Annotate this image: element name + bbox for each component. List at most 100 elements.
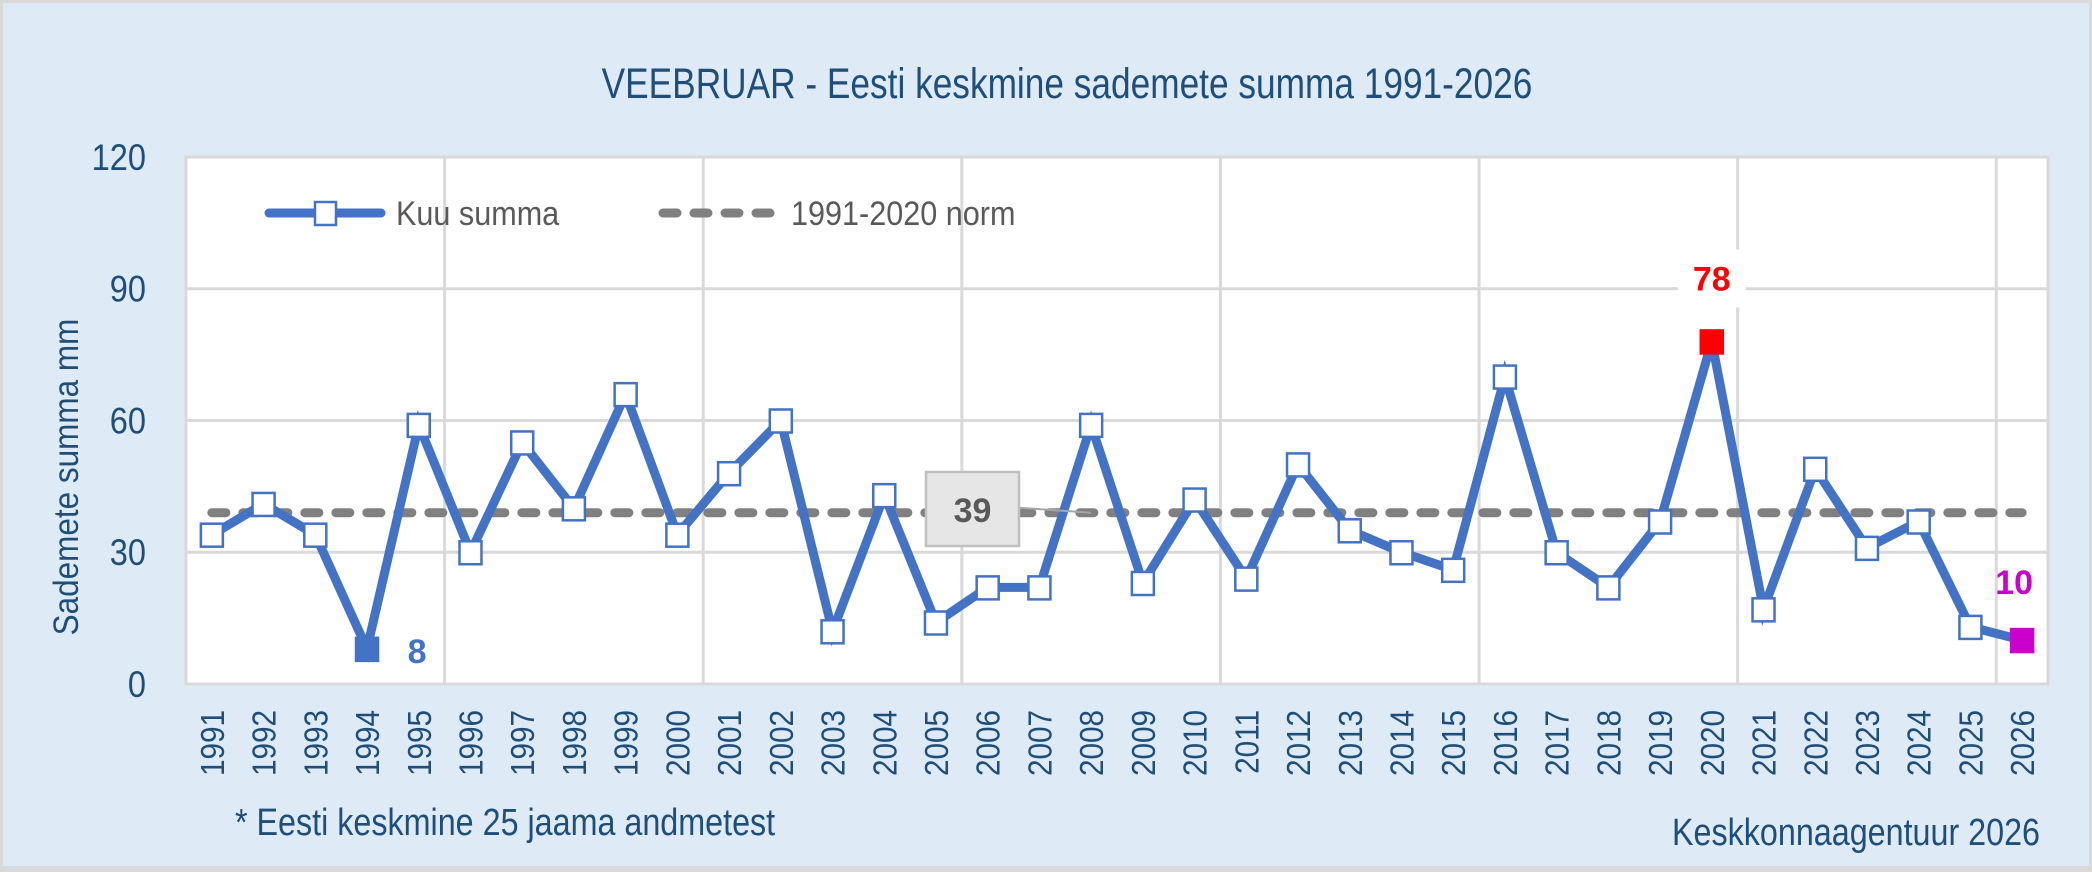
square-marker: [561, 496, 587, 522]
x-tick-label: 1997: [505, 710, 542, 776]
square-marker: [1078, 412, 1104, 439]
x-tick-label: 2005: [919, 710, 956, 776]
x-tick-label: 2009: [1125, 710, 1162, 776]
square-marker: [1906, 509, 1931, 535]
square-marker: [1337, 518, 1362, 544]
square-marker: [1234, 566, 1259, 592]
x-tick-label: 1998: [556, 710, 593, 776]
y-tick-label: 30: [110, 532, 146, 573]
series-line: [209, 340, 2024, 663]
square-marker: [1751, 597, 1776, 623]
x-tick-label: 2008: [1074, 710, 1111, 776]
x-tick-label: 2022: [1798, 710, 1835, 776]
x-tick-label: 2001: [712, 710, 749, 776]
square-marker: [406, 412, 431, 439]
y-axis-ticks: 0 30 60 90 120: [92, 137, 146, 705]
square-marker: [458, 540, 483, 566]
square-marker: [1389, 540, 1414, 566]
x-tick-label: 2026: [2005, 710, 2042, 776]
x-tick-label: 2004: [867, 710, 904, 776]
square-marker: [768, 408, 794, 434]
square-marker: [820, 619, 845, 645]
square-marker: [303, 522, 328, 548]
y-tick-label: 120: [92, 137, 146, 178]
chart-title-group: VEEBRUAR - Eesti keskmine sademete summa…: [602, 60, 1533, 108]
x-tick-label: 2010: [1177, 710, 1214, 776]
square-marker: [1492, 364, 1518, 390]
footnote-right: Keskkonnaagentuur 2026: [1672, 812, 2040, 854]
square-marker: [1958, 614, 1983, 641]
x-tick-label: 2021: [1746, 710, 1783, 776]
square-marker: [923, 610, 949, 636]
square-marker: [716, 460, 742, 487]
square-marker: [1544, 540, 1569, 566]
y-axis-title: Sademete summa mm: [48, 319, 87, 636]
square-marker: [1647, 509, 1673, 535]
norm-value-label: 39: [954, 492, 992, 530]
max-marker: [1699, 329, 1725, 355]
max-label-background: [1677, 249, 1746, 308]
current-value-label: 10: [1995, 564, 2033, 602]
x-tick-label: 2017: [1539, 710, 1576, 776]
x-tick-label: 1999: [608, 710, 645, 776]
x-tick-label: 2020: [1694, 710, 1731, 776]
square-marker: [199, 522, 225, 548]
square-marker: [1596, 575, 1621, 601]
square-marker: [1285, 452, 1311, 478]
x-tick-label: 1992: [246, 710, 283, 776]
gridlines: [186, 157, 2048, 684]
x-tick-label: 2018: [1591, 710, 1628, 776]
footnote-left: * Eesti keskmine 25 jaama andmetest: [235, 802, 775, 844]
square-marker: [975, 575, 1000, 601]
min-value-label: 8: [408, 633, 427, 671]
data-labels: 8 78 10 39: [408, 249, 2033, 671]
min-marker: [354, 636, 380, 663]
x-axis-ticks: 1991 1992 1993 1994 1995 1996 1997 1998 1999 2000…: [194, 710, 2041, 776]
norm-label-box: [924, 470, 1021, 548]
x-tick-label: 2024: [1901, 710, 1938, 776]
legend-label-norm: 1991-2020 norm: [791, 195, 1015, 233]
chart-title: VEEBRUAR - Eesti keskmine sademete summa…: [602, 60, 1533, 108]
x-tick-label: 2000: [660, 710, 697, 776]
square-marker: [1130, 570, 1156, 597]
x-tick-label: 1993: [298, 710, 335, 776]
square-marker: [613, 381, 638, 408]
x-tick-label: 2016: [1487, 710, 1524, 776]
square-marker: [1182, 487, 1207, 513]
square-marker: [872, 482, 897, 509]
x-tick-label: 2003: [815, 710, 852, 776]
legend: Kuu summa 1991-2020 norm: [264, 195, 1015, 233]
x-tick-label: 1995: [401, 710, 438, 776]
x-tick-label: 2007: [1022, 710, 1059, 776]
y-tick-label: 0: [128, 664, 146, 705]
y-tick-label: 60: [110, 401, 146, 442]
x-tick-label: 2013: [1332, 710, 1369, 776]
x-tick-label: 2019: [1643, 710, 1680, 776]
square-marker: [1854, 535, 1880, 562]
square-marker: [251, 491, 276, 518]
x-tick-label: 1994: [350, 710, 387, 776]
square-marker: [1803, 456, 1828, 483]
x-tick-label: 2002: [763, 710, 800, 776]
norm-label-leader-line: [1018, 506, 1092, 514]
x-tick-label: 2011: [1229, 710, 1266, 774]
x-tick-label: 2025: [1953, 710, 1990, 776]
x-tick-label: 2014: [1384, 710, 1421, 776]
x-tick-label: 2015: [1436, 710, 1473, 776]
last-marker: [2009, 627, 2035, 654]
x-tick-label: 2023: [1850, 710, 1887, 776]
y-axis-title-group: Sademete summa mm: [48, 319, 87, 636]
kuu-summa-line: [209, 340, 2024, 663]
x-tick-label: 2012: [1281, 710, 1318, 776]
square-marker: [1027, 575, 1052, 601]
legend-label-kuu-summa: Kuu summa: [396, 195, 559, 233]
y-tick-label: 90: [110, 269, 146, 310]
line-chart: VEEBRUAR - Eesti keskmine sademete summa…: [48, 60, 2050, 854]
series-markers: [199, 329, 2035, 663]
chart-frame: VEEBRUAR - Eesti keskmine sademete summa…: [3, 3, 2089, 866]
square-marker: [665, 522, 690, 548]
x-tick-label: 1991: [194, 710, 231, 776]
x-tick-label: 2006: [970, 710, 1007, 776]
x-tick-label: 1996: [453, 710, 490, 776]
square-marker: [509, 430, 535, 456]
